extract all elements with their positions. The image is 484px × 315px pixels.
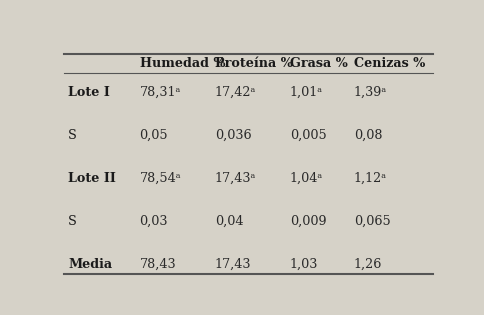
Text: 1,04ᵃ: 1,04ᵃ bbox=[289, 172, 322, 185]
Text: Lote I: Lote I bbox=[68, 86, 110, 99]
Text: 78,54ᵃ: 78,54ᵃ bbox=[139, 172, 181, 185]
Text: 17,42ᵃ: 17,42ᵃ bbox=[214, 86, 256, 99]
Text: 17,43: 17,43 bbox=[214, 258, 251, 271]
Text: S: S bbox=[68, 129, 77, 142]
Text: 0,03: 0,03 bbox=[139, 215, 168, 228]
Text: 17,43ᵃ: 17,43ᵃ bbox=[214, 172, 256, 185]
Text: Humedad %: Humedad % bbox=[139, 57, 225, 70]
Text: 1,03: 1,03 bbox=[289, 258, 318, 271]
Text: 0,04: 0,04 bbox=[214, 215, 243, 228]
Text: Media: Media bbox=[68, 258, 112, 271]
Text: Cenizas %: Cenizas % bbox=[353, 57, 424, 70]
Text: 0,05: 0,05 bbox=[139, 129, 168, 142]
Text: 0,08: 0,08 bbox=[353, 129, 381, 142]
Text: 0,065: 0,065 bbox=[353, 215, 390, 228]
Text: 78,31ᵃ: 78,31ᵃ bbox=[139, 86, 181, 99]
Text: 0,009: 0,009 bbox=[289, 215, 326, 228]
Text: 1,39ᵃ: 1,39ᵃ bbox=[353, 86, 386, 99]
Text: 1,12ᵃ: 1,12ᵃ bbox=[353, 172, 386, 185]
Text: 0,036: 0,036 bbox=[214, 129, 251, 142]
Text: S: S bbox=[68, 215, 77, 228]
Text: 1,01ᵃ: 1,01ᵃ bbox=[289, 86, 322, 99]
Text: 78,43: 78,43 bbox=[139, 258, 176, 271]
Text: Lote II: Lote II bbox=[68, 172, 116, 185]
Text: Grasa %: Grasa % bbox=[289, 57, 347, 70]
Text: 0,005: 0,005 bbox=[289, 129, 326, 142]
Text: Proteína %: Proteína % bbox=[214, 57, 292, 70]
Text: 1,26: 1,26 bbox=[353, 258, 381, 271]
